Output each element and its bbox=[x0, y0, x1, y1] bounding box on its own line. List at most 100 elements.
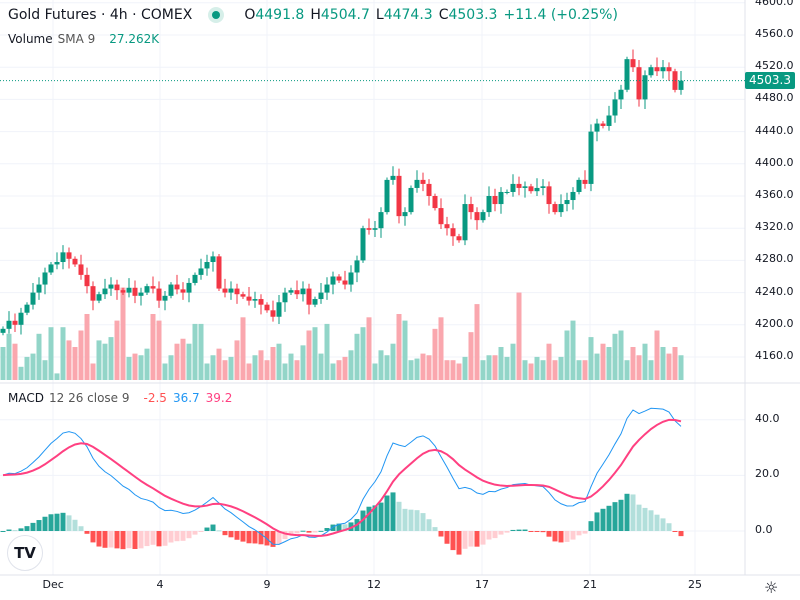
symbol-legend: Gold Futures · 4h · COMEX O 4491.8 H 4504.… bbox=[8, 7, 618, 23]
macd-histogram-bar bbox=[234, 531, 240, 540]
candle-body bbox=[258, 299, 264, 305]
macd-axis-label: 0.0 bbox=[755, 523, 773, 536]
macd-histogram-bar bbox=[216, 530, 222, 532]
volume-bar bbox=[96, 340, 102, 380]
macd-histogram-bar bbox=[282, 531, 288, 540]
candle-body bbox=[636, 67, 642, 100]
macd-histogram-bar bbox=[108, 531, 114, 548]
candle-body bbox=[450, 228, 456, 237]
time-axis-label: Dec bbox=[42, 578, 64, 591]
candle-body bbox=[426, 183, 432, 196]
candle-body bbox=[84, 274, 90, 287]
volume-bar bbox=[210, 355, 216, 380]
candle-body bbox=[654, 67, 660, 72]
volume-bar bbox=[384, 355, 390, 380]
candle-body bbox=[600, 123, 606, 126]
volume-bar bbox=[312, 327, 318, 380]
candle-body bbox=[366, 228, 372, 230]
candle-body bbox=[552, 204, 558, 213]
macd-histogram-bar bbox=[312, 531, 318, 533]
volume-bar bbox=[186, 343, 192, 380]
macd-histogram-bar bbox=[96, 531, 102, 547]
candle-body bbox=[30, 292, 36, 305]
volume-bar bbox=[468, 332, 474, 380]
volume-legend[interactable]: Volume SMA 9 27.262K bbox=[8, 32, 159, 46]
macd-legend[interactable]: MACD 12 26 close 9 -2.5 36.7 39.2 bbox=[8, 391, 232, 405]
macd-histogram-bar bbox=[306, 531, 312, 533]
macd-histogram-bar bbox=[42, 516, 48, 531]
volume-bar bbox=[318, 353, 324, 380]
candle-body bbox=[306, 288, 312, 305]
volume-bar bbox=[84, 314, 90, 380]
volume-bar bbox=[540, 360, 546, 380]
macd-histogram-bar bbox=[528, 531, 534, 532]
candle-body bbox=[630, 59, 636, 68]
candle-body bbox=[330, 276, 336, 285]
high-label: H bbox=[310, 7, 321, 23]
volume-bar bbox=[480, 360, 486, 380]
high-value: 4504.7 bbox=[320, 7, 370, 23]
macd-histogram-bar bbox=[24, 526, 30, 531]
macd-histogram-bar bbox=[180, 531, 186, 541]
volume-bar bbox=[336, 360, 342, 380]
tradingview-logo-icon[interactable]: TV bbox=[7, 535, 43, 571]
candle-body bbox=[576, 179, 582, 192]
signal-line bbox=[2, 418, 682, 537]
macd-histogram-bar bbox=[276, 531, 282, 544]
macd-histogram-bar bbox=[192, 531, 198, 535]
macd-histogram-bar bbox=[516, 529, 522, 531]
candle-body bbox=[222, 288, 228, 293]
candle-body bbox=[180, 289, 186, 293]
market-status-icon bbox=[208, 7, 225, 23]
candle-body bbox=[126, 287, 132, 293]
candle-body bbox=[264, 304, 270, 311]
volume-bar bbox=[192, 323, 198, 380]
macd-histogram-bar bbox=[300, 530, 306, 532]
candle-body bbox=[204, 262, 210, 269]
volume-bar bbox=[270, 347, 276, 380]
macd-histogram-bar bbox=[30, 522, 36, 531]
volume-bar bbox=[624, 360, 630, 380]
volume-bar bbox=[246, 363, 252, 380]
volume-bar bbox=[390, 343, 396, 380]
macd-histogram-bar bbox=[66, 515, 72, 531]
volume-bar bbox=[576, 360, 582, 380]
price-axis-label: 4280.0 bbox=[755, 252, 794, 266]
candle-body bbox=[480, 212, 486, 221]
symbol-title[interactable]: Gold Futures · 4h · COMEX bbox=[8, 7, 193, 23]
macd-histogram-bar bbox=[120, 531, 126, 550]
macd-histogram-bar bbox=[270, 531, 276, 547]
candle-body bbox=[282, 292, 288, 303]
volume-bar bbox=[642, 343, 648, 380]
volume-bar bbox=[174, 343, 180, 380]
time-axis-label: 25 bbox=[688, 578, 702, 591]
candle-body bbox=[402, 212, 408, 217]
settings-gear-icon[interactable]: ☼ bbox=[764, 578, 779, 597]
volume-bar bbox=[666, 353, 672, 380]
candle-body bbox=[228, 288, 234, 293]
price-axis-label: 4320.0 bbox=[755, 220, 794, 234]
macd-histogram-bar bbox=[468, 531, 474, 547]
candle-body bbox=[468, 204, 474, 213]
candle-body bbox=[648, 67, 654, 76]
candle-body bbox=[96, 294, 102, 301]
volume-bar bbox=[408, 360, 414, 380]
volume-bar bbox=[372, 363, 378, 380]
macd-histogram-bar bbox=[144, 531, 150, 547]
volume-bar bbox=[78, 330, 84, 380]
macd-axis-label: 40.0 bbox=[755, 411, 780, 425]
macd-line bbox=[2, 407, 682, 545]
macd-histogram-bar bbox=[624, 493, 630, 531]
macd-histogram-bar bbox=[168, 531, 174, 543]
change-value: +11.4 (+0.25%) bbox=[503, 7, 618, 23]
volume-bar bbox=[444, 360, 450, 380]
candle-body bbox=[558, 204, 564, 213]
volume-bar bbox=[348, 350, 354, 380]
candle-body bbox=[570, 191, 576, 201]
volume-bar bbox=[324, 323, 330, 380]
price-axis-label: 4200.0 bbox=[755, 316, 794, 330]
candle-body bbox=[564, 200, 570, 205]
volume-bar bbox=[600, 343, 606, 380]
macd-histogram-bar bbox=[600, 508, 606, 531]
